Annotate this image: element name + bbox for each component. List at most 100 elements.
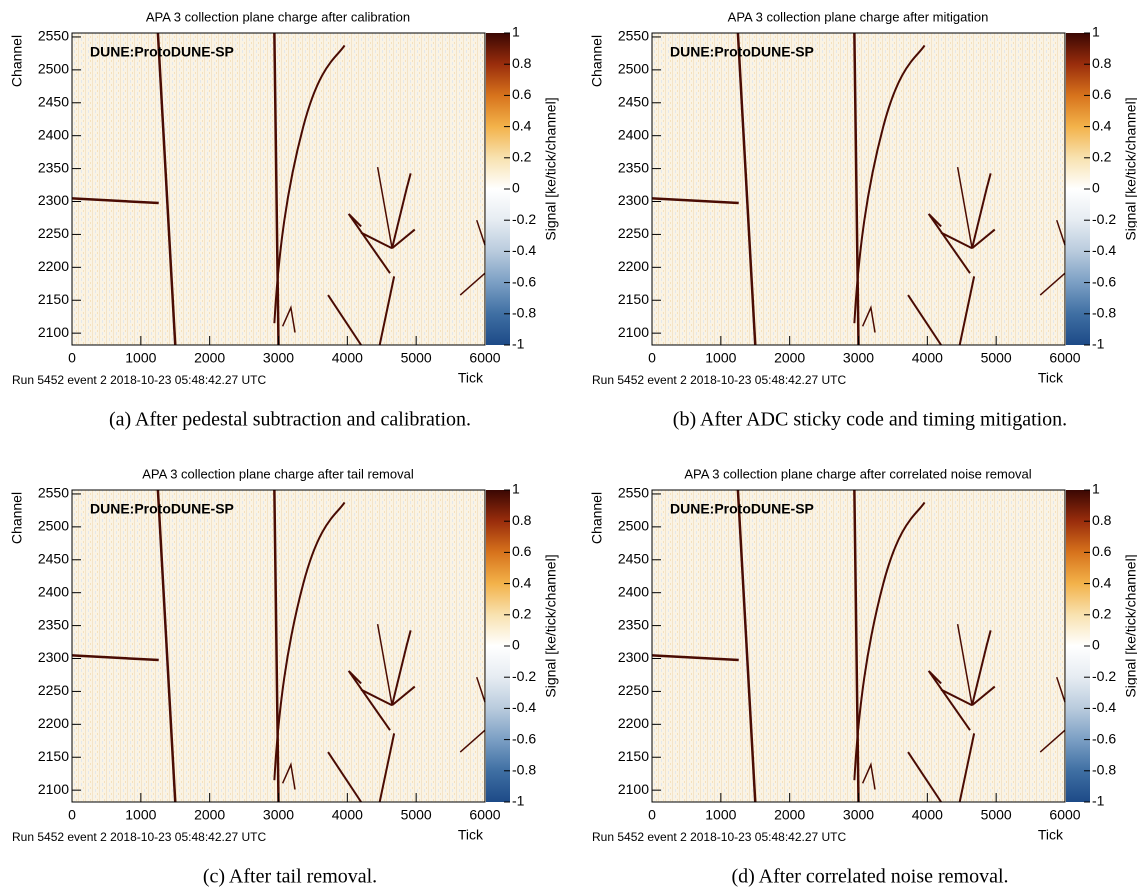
colorbar-tick-label: -0.2 [1092,668,1116,684]
colorbar-tick-label: 0.8 [1092,55,1112,71]
y-tick-label: 2100 [618,324,649,340]
colorbar-tick-label: 0 [1092,180,1100,196]
y-tick-label: 2350 [618,159,649,175]
colorbar-tick-label: -0.6 [512,730,536,746]
colorbar-tick-label: 0.2 [1092,606,1112,622]
colorbar-tick-label: -0.6 [1092,730,1116,746]
y-tick-label: 2350 [38,159,69,175]
y-tick-label: 2450 [38,550,69,566]
x-tick-label: 1000 [705,807,736,823]
x-tick-label: 3000 [843,807,874,823]
colorbar-tick-label: -0.8 [1092,305,1116,321]
colorbar-tick-label: 0.4 [1092,574,1112,590]
y-tick-label: 2200 [618,715,649,731]
x-tick-label: 5000 [401,807,432,823]
colorbar-tick-label: 0.4 [512,117,532,133]
y-tick-label: 2100 [38,324,69,340]
colorbar-label: Signal [ke/tick/channel] [543,554,559,697]
caption: (d) After correlated noise removal. [731,866,1008,888]
colorbar-tick-label: -0.4 [512,242,536,258]
colorbar-tick-label: 0.8 [512,512,532,528]
y-tick-label: 2500 [618,518,649,534]
y-tick-label: 2500 [38,518,69,534]
colorbar-tick-label: 0.2 [512,606,532,622]
x-tick-label: 2000 [194,807,225,823]
y-tick-label: 2300 [38,192,69,208]
colorbar-tick-label: -0.4 [1092,242,1116,258]
colorbar-label: Signal [ke/tick/channel] [543,97,559,240]
y-tick-label: 2400 [38,583,69,599]
panel-title: APA 3 collection plane charge after miti… [728,9,989,24]
x-tick-label: 6000 [469,350,500,366]
y-tick-label: 2100 [618,781,649,797]
x-tick-label: 1000 [705,350,736,366]
panel: APA 3 collection plane charge after miti… [589,9,1137,430]
y-tick-label: 2400 [618,583,649,599]
colorbar-tick-label: 0 [1092,637,1100,653]
colorbar-tick-label: -0.8 [1092,762,1116,778]
colorbar-tick-label: -1 [1092,793,1105,809]
colorbar-tick-label: -0.2 [1092,211,1116,227]
colorbar-tick-label: 0.6 [512,86,532,102]
y-tick-label: 2400 [618,126,649,142]
caption: (a) After pedestal subtraction and calib… [109,409,471,431]
colorbar-tick-label: -0.8 [512,762,536,778]
y-tick-label: 2200 [618,258,649,274]
watermark: DUNE:ProtoDUNE-SP [90,44,234,60]
y-tick-label: 2550 [618,485,649,501]
colorbar-tick-label: 0.8 [512,55,532,71]
run-info: Run 5452 event 2 2018-10-23 05:48:42.27 … [12,373,267,387]
y-tick-label: 2250 [38,682,69,698]
colorbar-tick-label: 0.6 [512,543,532,559]
colorbar-tick-label: -0.4 [1092,699,1116,715]
run-info: Run 5452 event 2 2018-10-23 05:48:42.27 … [592,830,847,844]
x-tick-label: 0 [648,350,656,366]
colorbar-tick-label: 0.8 [1092,512,1112,528]
colorbar-tick-label: -0.4 [512,699,536,715]
colorbar-tick-label: 1 [512,481,520,497]
panel: APA 3 collection plane charge after cali… [9,9,559,430]
panel-title: APA 3 collection plane charge after tail… [142,466,414,481]
colorbar-tick-label: 1 [1092,481,1100,497]
x-tick-label: 1000 [125,807,156,823]
y-tick-label: 2550 [38,485,69,501]
colorbar-tick-label: -0.2 [512,211,536,227]
watermark: DUNE:ProtoDUNE-SP [670,44,814,60]
y-tick-label: 2150 [618,291,649,307]
y-tick-label: 2550 [618,28,649,44]
colorbar-tick-label: -0.8 [512,305,536,321]
x-tick-label: 0 [648,807,656,823]
panel: APA 3 collection plane charge after corr… [589,466,1137,887]
colorbar-label: Signal [ke/tick/channel] [1123,554,1137,697]
y-tick-label: 2500 [618,61,649,77]
x-tick-label: 2000 [194,350,225,366]
y-axis-label: Channel [589,35,605,87]
y-tick-label: 2150 [38,748,69,764]
x-tick-label: 3000 [263,350,294,366]
x-axis-label: Tick [1038,370,1064,386]
y-axis-label: Channel [9,35,25,87]
y-tick-label: 2300 [38,649,69,665]
colorbar-tick-label: 0.2 [512,149,532,165]
y-tick-label: 2250 [618,682,649,698]
x-tick-label: 1000 [125,350,156,366]
x-tick-label: 0 [68,807,76,823]
colorbar-tick-label: 0 [512,180,520,196]
x-tick-label: 5000 [981,807,1012,823]
colorbar-tick-label: -1 [1092,336,1105,352]
run-info: Run 5452 event 2 2018-10-23 05:48:42.27 … [12,830,267,844]
x-tick-label: 6000 [1049,807,1080,823]
panel: APA 3 collection plane charge after tail… [9,466,559,887]
colorbar-tick-label: -1 [512,336,525,352]
y-tick-label: 2400 [38,126,69,142]
x-tick-label: 3000 [843,350,874,366]
colorbar-tick-label: 0.6 [1092,86,1112,102]
caption: (c) After tail removal. [203,866,377,888]
x-tick-label: 4000 [332,807,363,823]
x-tick-label: 0 [68,350,76,366]
x-tick-label: 2000 [774,350,805,366]
y-tick-label: 2200 [38,715,69,731]
y-tick-label: 2200 [38,258,69,274]
y-tick-label: 2350 [618,616,649,632]
